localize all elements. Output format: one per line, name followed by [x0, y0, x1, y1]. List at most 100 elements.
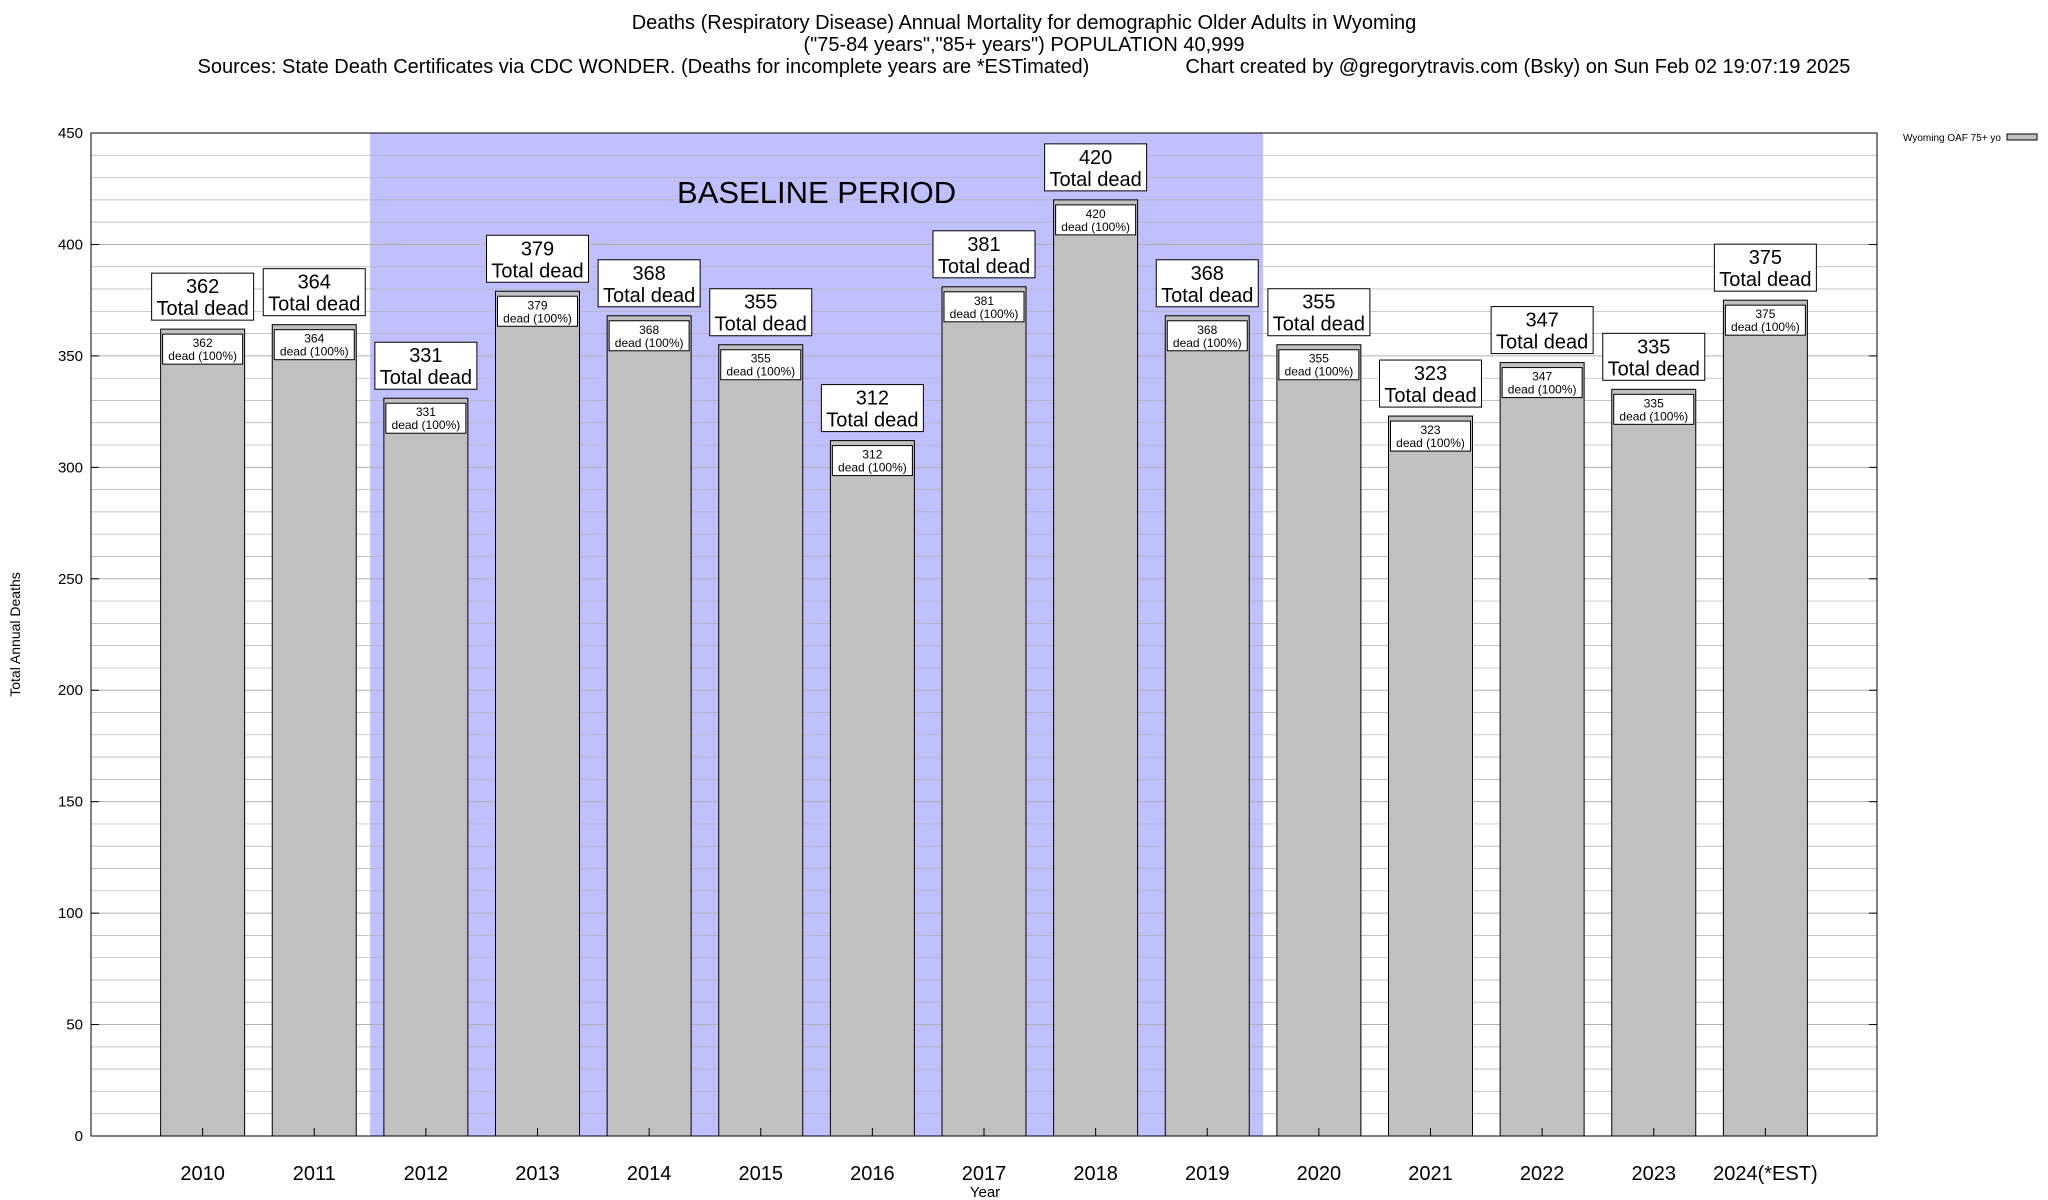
chart-credit: Chart created by @gregorytravis.com (Bsk…	[1185, 56, 1851, 78]
inner-label-value: 347	[1532, 370, 1552, 384]
bar	[941, 286, 1027, 1137]
top-label-value: 347	[1525, 310, 1558, 332]
bar	[495, 290, 580, 1137]
inner-label-value: 331	[416, 405, 436, 419]
top-label-box	[932, 230, 1036, 279]
y-tick-label: 400	[58, 236, 83, 253]
top-label-box	[1490, 306, 1594, 355]
top-label-box	[1267, 288, 1371, 337]
bar	[606, 315, 692, 1137]
y-tick-label: 50	[66, 1017, 83, 1034]
x-tick-label: 2024(*EST)	[1713, 1163, 1818, 1185]
top-label-value: 375	[1749, 247, 1782, 269]
top-label-box	[374, 341, 478, 390]
top-label-text: Total dead	[1719, 269, 1811, 291]
inner-label-value: 375	[1755, 307, 1775, 321]
top-label-box	[1155, 259, 1259, 308]
top-label-text: Total dead	[1273, 314, 1365, 336]
inner-label-box	[831, 445, 913, 477]
y-tick-label: 100	[58, 905, 83, 922]
y-axis-label: Total Annual Deaths	[7, 572, 23, 697]
top-label-text: Total dead	[826, 410, 918, 432]
inner-label-box	[1390, 420, 1471, 452]
y-tick-label: 250	[58, 571, 83, 588]
top-label-value: 355	[1302, 292, 1335, 314]
top-label-text: Total dead	[715, 314, 807, 336]
chart-sources-line: Sources: State Death Certificates via CD…	[0, 56, 2048, 78]
x-tick-label: 2014	[627, 1163, 672, 1185]
x-tick-label: 2023	[1632, 1163, 1677, 1185]
inner-label-text: dead (100%)	[950, 307, 1019, 321]
x-tick-label: 2010	[180, 1163, 225, 1185]
inner-label-box	[1613, 393, 1695, 425]
x-tick-label: 2013	[515, 1163, 560, 1185]
inner-label-box	[1501, 367, 1583, 399]
y-tick-label: 350	[58, 348, 83, 365]
x-tick-label: 2019	[1185, 1163, 1230, 1185]
top-label-text: Total dead	[156, 298, 248, 320]
bar	[1722, 299, 1808, 1137]
top-label-box	[1713, 243, 1817, 292]
top-label-value: 331	[409, 345, 442, 367]
inner-label-value: 312	[862, 448, 882, 462]
inner-label-text: dead (100%)	[1731, 320, 1800, 334]
x-axis-label: Year	[970, 1184, 1000, 1200]
inner-label-value: 368	[639, 323, 659, 337]
legend-swatch	[2006, 133, 2038, 141]
top-label-text: Total dead	[1496, 332, 1588, 354]
bar	[1611, 388, 1697, 1137]
x-tick-label: 2016	[850, 1163, 895, 1185]
x-tick-label: 2018	[1073, 1163, 1118, 1185]
top-label-box	[820, 384, 924, 433]
inner-label-value: 379	[527, 298, 547, 312]
inner-label-box	[1278, 349, 1360, 381]
inner-label-box	[1724, 304, 1806, 336]
bar	[1499, 362, 1585, 1137]
top-label-value: 368	[632, 263, 665, 285]
top-label-box	[262, 268, 366, 317]
top-label-box	[1044, 143, 1148, 192]
y-tick-label: 150	[58, 794, 83, 811]
inner-label-text: dead (100%)	[838, 461, 907, 475]
top-label-text: Total dead	[1384, 385, 1476, 407]
top-label-box	[151, 272, 255, 321]
top-label-text: Total dead	[1608, 358, 1700, 380]
top-label-text: Total dead	[1049, 169, 1141, 191]
bar	[271, 324, 357, 1137]
inner-label-text: dead (100%)	[503, 311, 572, 325]
top-label-text: Total dead	[938, 256, 1030, 278]
top-label-box	[597, 259, 701, 308]
inner-label-text: dead (100%)	[1396, 436, 1465, 450]
bar	[1388, 415, 1473, 1137]
inner-label-value: 381	[974, 294, 994, 308]
top-label-value: 368	[1191, 263, 1224, 285]
bar	[1164, 315, 1250, 1137]
top-label-value: 379	[521, 238, 554, 260]
x-tick-label: 2011	[293, 1163, 336, 1185]
inner-label-text: dead (100%)	[392, 418, 461, 432]
bar	[718, 344, 804, 1137]
top-label-text: Total dead	[491, 260, 583, 282]
top-label-value: 335	[1637, 336, 1670, 358]
inner-label-text: dead (100%)	[615, 336, 684, 350]
y-tick-label: 300	[58, 459, 83, 476]
top-label-text: Total dead	[380, 367, 472, 389]
top-label-value: 362	[186, 276, 219, 298]
top-label-value: 323	[1414, 363, 1447, 385]
top-label-box	[709, 288, 813, 337]
top-label-value: 381	[967, 234, 1000, 256]
top-label-box	[486, 234, 589, 283]
top-label-text: Total dead	[603, 285, 695, 307]
baseline-label: BASELINE PERIOD	[677, 175, 956, 210]
inner-label-text: dead (100%)	[168, 349, 237, 363]
top-label-text: Total dead	[268, 294, 360, 316]
inner-label-box	[608, 320, 690, 352]
y-tick-label: 0	[75, 1128, 83, 1145]
inner-label-text: dead (100%)	[1619, 409, 1688, 423]
top-label-box	[1602, 332, 1706, 381]
inner-label-value: 362	[193, 336, 213, 350]
bar	[1053, 199, 1139, 1137]
inner-label-text: dead (100%)	[1173, 336, 1242, 350]
legend-label: Wyoming OAF 75+ yo	[1903, 133, 2001, 144]
